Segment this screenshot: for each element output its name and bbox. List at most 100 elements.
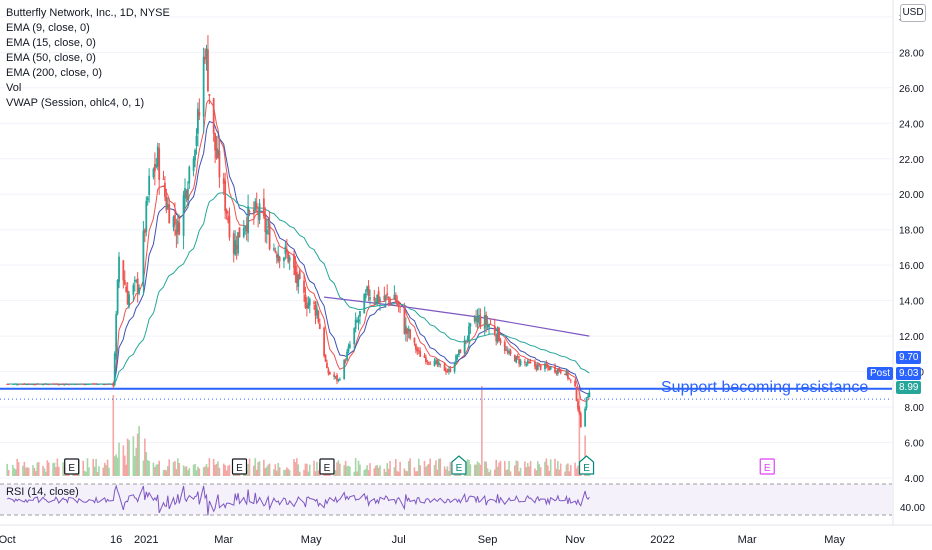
candle-body [406, 328, 409, 334]
candle-body [393, 295, 396, 300]
candle-body [384, 295, 387, 300]
candle-body [387, 297, 390, 299]
volume-bar [483, 461, 486, 476]
volume-bar [85, 471, 87, 476]
volume-bar [344, 460, 347, 476]
candle-body [588, 392, 591, 398]
candle-body [433, 360, 436, 366]
candle-body [274, 250, 277, 252]
x-tick-label: Jul [392, 534, 406, 546]
legend-ema9[interactable]: EMA (9, close, 0) [6, 22, 90, 34]
currency-button[interactable]: USD [900, 4, 926, 22]
candle-body [12, 383, 14, 385]
volume-bar [443, 466, 446, 476]
candle-body [364, 293, 367, 298]
candle-body [326, 362, 328, 369]
candle-body [102, 383, 105, 385]
volume-bar [534, 468, 536, 476]
volume-bar [146, 459, 149, 476]
candle-body [318, 323, 321, 330]
candle-body [46, 383, 49, 385]
earnings-marker: E [319, 458, 335, 475]
volume-bar [406, 471, 409, 476]
volume-bar [82, 460, 84, 476]
candle-body [478, 314, 480, 319]
volume-bar [115, 454, 117, 476]
volume-bar [496, 466, 499, 476]
candle-body [327, 369, 330, 374]
candle-body [585, 397, 588, 408]
candle-body [536, 364, 539, 371]
candle-body [83, 384, 86, 386]
volume-bar [396, 471, 399, 476]
volume-bar [33, 467, 36, 476]
legend-ema15[interactable]: EMA (15, close, 0) [6, 37, 96, 49]
legend-vol[interactable]: Vol [6, 82, 22, 94]
volume-bar [273, 469, 275, 476]
candle-body [43, 383, 46, 385]
volume-bar [485, 461, 487, 476]
candle-body [407, 328, 410, 332]
candle-body [539, 365, 542, 370]
volume-bar [88, 467, 90, 476]
legend-ema50[interactable]: EMA (50, close, 0) [6, 52, 96, 64]
candle-body [57, 384, 60, 386]
candle-body [202, 56, 205, 117]
candle-body [186, 188, 189, 201]
candle-body [115, 314, 118, 356]
candle-body [416, 348, 419, 352]
volume-bar [56, 458, 59, 476]
candle-body [459, 349, 462, 354]
candle-body [313, 302, 315, 304]
candle-body [513, 355, 516, 362]
chart-legend: Butterfly Network, Inc., 1D, NYSE EMA (9… [6, 6, 170, 111]
candle-body [165, 196, 168, 211]
candle-body [56, 383, 59, 385]
support-annotation[interactable]: Support becoming resistance [661, 379, 869, 396]
earnings-label: E [236, 463, 243, 474]
candle-body [207, 49, 209, 91]
candle-body [112, 382, 115, 387]
y-axis[interactable]: 30.0028.0026.0024.0022.0020.0018.0016.00… [892, 0, 924, 525]
candle-body [359, 311, 361, 317]
volume-bar [524, 461, 526, 476]
volume-bar [515, 460, 518, 476]
volume-bar [145, 452, 148, 476]
candle-body [93, 383, 96, 385]
legend-ema200[interactable]: EMA (200, close, 0) [6, 67, 102, 79]
volume-bar [154, 467, 156, 476]
earnings-label: E [68, 463, 75, 474]
volume-bar [62, 462, 64, 476]
candle-body [347, 346, 350, 352]
ema-9-line [7, 99, 590, 402]
candle-body [113, 353, 116, 385]
candle-body [138, 287, 141, 294]
legend-vwap[interactable]: VWAP (Session, ohlc4, 0, 1) [6, 97, 145, 109]
volume-bar [529, 461, 532, 476]
candle-body [232, 233, 235, 254]
candle-body [516, 355, 519, 359]
volume-bar [393, 467, 396, 476]
volume-bar [287, 468, 290, 476]
volume-bar [499, 460, 502, 476]
x-axis[interactable]: Oct 16 2021 Mar May Jul Sep Nov 2022 Mar May [0, 524, 932, 546]
candle-body [419, 351, 422, 357]
volume-bar [194, 463, 196, 476]
volume-bar [304, 463, 307, 476]
earnings-label: E [456, 463, 463, 474]
rsi-legend[interactable]: RSI (14, close) [6, 486, 79, 498]
volume-bar [257, 462, 259, 476]
volume-bar [317, 470, 320, 476]
volume-bar [387, 468, 390, 476]
candle-body [297, 274, 300, 287]
candle-body [564, 373, 566, 376]
candle-body [215, 148, 218, 159]
candle-body [443, 363, 446, 371]
candle-body [367, 285, 370, 297]
candle-body [288, 257, 291, 261]
candle-body [417, 350, 420, 352]
volume-bar [445, 469, 447, 476]
volume-bar [346, 466, 348, 476]
